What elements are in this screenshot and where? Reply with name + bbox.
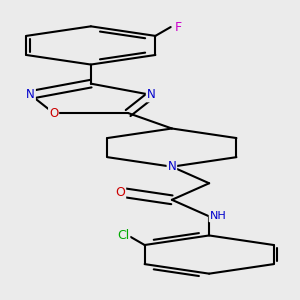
Text: O: O <box>115 186 125 199</box>
Text: O: O <box>49 106 58 119</box>
Text: N: N <box>147 88 155 101</box>
Text: F: F <box>175 21 182 34</box>
Text: NH: NH <box>210 212 226 221</box>
Text: Cl: Cl <box>117 229 129 242</box>
Text: N: N <box>26 88 35 101</box>
Text: N: N <box>167 160 176 173</box>
